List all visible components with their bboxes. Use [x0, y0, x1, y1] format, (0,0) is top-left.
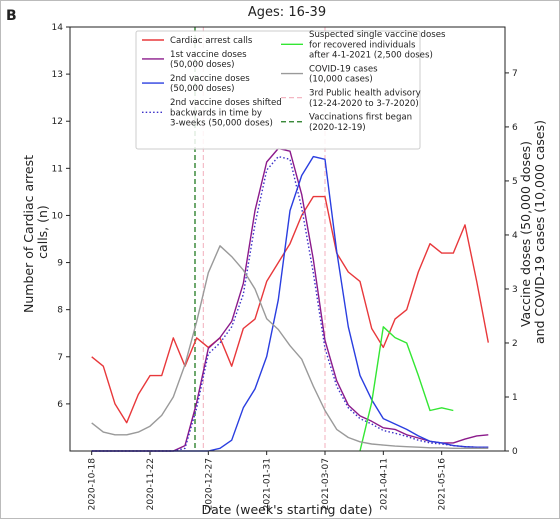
x-tick-label: 2020-10-18: [88, 458, 98, 511]
x-tick-label: 2020-11-22: [146, 458, 156, 510]
x-tick-label: 2021-01-31: [263, 458, 273, 510]
y2-tick-label: 6: [512, 123, 518, 133]
series-line: [91, 195, 489, 424]
legend-label: 2nd vaccine doses shifted backwards in t…: [170, 98, 284, 129]
y2-tick-label: 1: [512, 393, 518, 403]
y-tick-label: 6: [57, 400, 63, 410]
legend-label: Vaccinations first began (2020-12-19): [309, 113, 415, 133]
y-axis-label: Number of Cardiac arrest calls, (n): [21, 151, 50, 313]
legend-label: Cardiac arrest calls: [170, 36, 253, 46]
y-tick-label: 14: [52, 23, 64, 33]
y-tick-label: 7: [57, 353, 63, 363]
x-tick-label: 2020-12-27: [204, 458, 214, 510]
plot-frame: [69, 26, 506, 452]
legend-label: 1st vaccine doses (50,000 doses): [170, 50, 249, 70]
legend-label: 3rd Public health advisory (12-24-2020 t…: [309, 89, 423, 109]
series-line: [91, 245, 489, 449]
y2-tick-label: 0: [512, 447, 518, 457]
y2-tick-label: 5: [512, 177, 518, 187]
legend-label: 2nd vaccine doses (50,000 doses): [170, 74, 252, 94]
y-tick-label: 11: [52, 164, 63, 174]
y2-tick-label: 2: [512, 339, 518, 349]
y-tick-label: 13: [52, 70, 63, 80]
y2-tick-label: 7: [512, 69, 518, 79]
y2-tick-label: 3: [512, 285, 518, 295]
y2-tick-label: 4: [512, 231, 518, 241]
x-tick-label: 2021-04-11: [379, 458, 389, 510]
legend-label: COVID-19 cases (10,000 cases): [309, 64, 380, 84]
y-tick-label: 8: [57, 306, 63, 316]
series-line: [359, 326, 454, 452]
y-tick-label: 10: [52, 211, 64, 221]
y-tick-label: 9: [57, 259, 63, 269]
panel-label: B: [6, 8, 17, 24]
x-axis-label: Date (week's starting date): [202, 502, 373, 517]
chart-title: Ages: 16-39: [248, 5, 326, 20]
x-tick-label: 2021-05-16: [438, 458, 448, 511]
legend-box: [135, 30, 421, 150]
y-tick-label: 12: [52, 117, 63, 127]
x-tick-label: 2021-03-07: [321, 458, 331, 510]
legend-label: Suspected single vaccine doses for recov…: [309, 30, 448, 61]
y2-axis-label: Vaccine doses (50,000 doses) and COVID-1…: [518, 120, 547, 344]
